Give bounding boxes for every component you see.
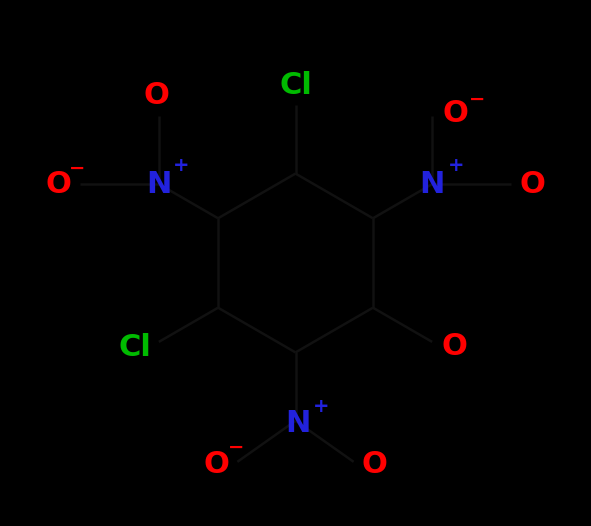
Text: −: − <box>469 89 485 108</box>
Text: O: O <box>443 98 469 128</box>
Text: N: N <box>420 169 445 199</box>
Text: −: − <box>228 438 245 457</box>
Text: O: O <box>441 331 467 361</box>
Text: +: + <box>447 156 464 175</box>
Text: N: N <box>146 169 171 199</box>
Text: Cl: Cl <box>279 70 312 100</box>
Text: +: + <box>313 397 329 416</box>
Text: Cl: Cl <box>119 332 152 362</box>
Text: O: O <box>46 169 72 199</box>
Text: +: + <box>173 156 189 175</box>
Text: O: O <box>143 81 169 110</box>
Text: −: − <box>69 159 86 178</box>
Text: O: O <box>362 450 388 479</box>
Text: N: N <box>285 409 311 438</box>
Text: O: O <box>203 450 229 479</box>
Text: O: O <box>519 169 545 199</box>
